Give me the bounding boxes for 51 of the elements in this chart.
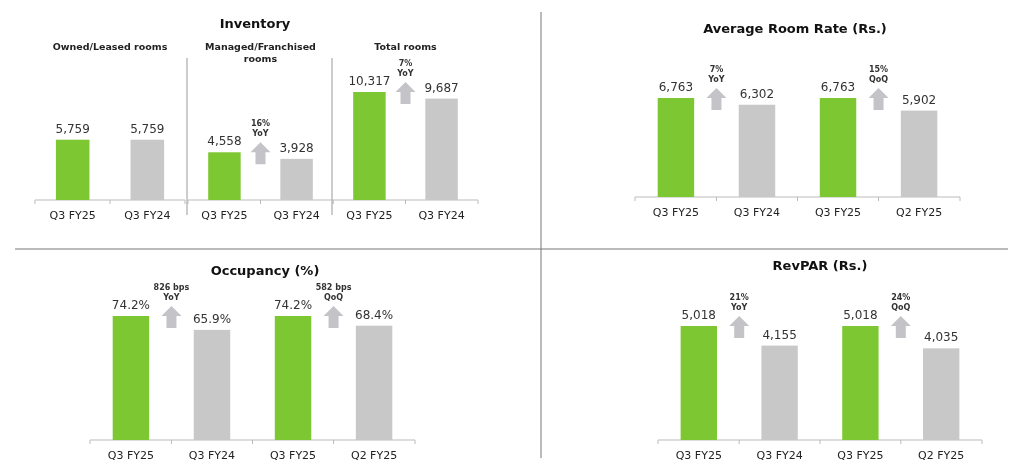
x-tick-label: Q3 FY24: [756, 449, 803, 462]
text: 21% YoY: [729, 293, 749, 312]
x-tick-label: Q3 FY24: [188, 449, 236, 462]
x-tick-label: Q3 FY24: [418, 209, 465, 222]
x-tick-label: Q2 FY25: [895, 206, 943, 219]
chart-subtitle: Owned/Leased rooms: [52, 41, 168, 52]
chart-title: Inventory: [219, 16, 291, 31]
x-tick-label: Q3 FY25: [346, 209, 393, 222]
data-label: 5,018: [843, 308, 878, 322]
x-tick-label: Q3 FY24: [124, 209, 171, 222]
text: 15% QoQ: [868, 65, 889, 84]
data-label: 6,763: [820, 80, 856, 94]
data-label: 5,018: [681, 308, 716, 322]
x-tick-label: Q3 FY25: [675, 449, 722, 462]
data-label: 6,302: [739, 86, 775, 101]
text: 826 bps YoY: [153, 283, 190, 302]
text: 582 bps QoQ: [315, 283, 352, 302]
x-tick-label: Q3 FY24: [273, 209, 320, 222]
data-label: 5,759: [55, 121, 90, 136]
data-label: 4,155: [762, 327, 797, 342]
data-label: 74.2%: [273, 298, 313, 312]
x-tick-label: Q2 FY25: [918, 449, 965, 462]
x-tick-label: Q3 FY24: [733, 206, 781, 219]
chart-subtitle: Total rooms: [374, 41, 438, 52]
data-label: 10,317: [348, 74, 391, 88]
chart-title: RevPAR (Rs.): [772, 258, 868, 273]
data-label: 3,928: [279, 140, 314, 155]
x-tick-label: Q3 FY25: [201, 209, 248, 222]
data-label: 74.2%: [111, 298, 150, 312]
x-tick-label: Q2 FY25: [350, 449, 398, 462]
text: 24% QoQ: [891, 293, 911, 312]
x-tick-label: Q3 FY25: [814, 206, 862, 219]
data-label: 5,902: [901, 92, 937, 107]
data-label: 9,687: [424, 80, 459, 95]
data-label: 5,759: [130, 121, 165, 136]
text: 7% YoY: [396, 59, 414, 78]
data-label: 68.4%: [355, 307, 394, 322]
chart-subtitle: Managed/Franchised rooms: [205, 41, 316, 64]
text: 7% YoY: [707, 65, 725, 84]
x-tick-label: Q3 FY25: [49, 209, 96, 222]
data-label: 65.9%: [192, 311, 232, 326]
data-label: 6,763: [658, 80, 694, 94]
data-label: 4,035: [924, 330, 959, 345]
x-tick-label: Q3 FY25: [837, 449, 884, 462]
data-label: 4,558: [207, 134, 242, 149]
text: 16% YoY: [250, 119, 271, 139]
x-tick-label: Q3 FY25: [107, 449, 155, 462]
chart-title: Average Room Rate (Rs.): [703, 21, 887, 36]
x-tick-label: Q3 FY25: [652, 206, 700, 219]
chart-title: Occupancy (%): [210, 263, 320, 278]
x-tick-label: Q3 FY25: [269, 449, 317, 462]
